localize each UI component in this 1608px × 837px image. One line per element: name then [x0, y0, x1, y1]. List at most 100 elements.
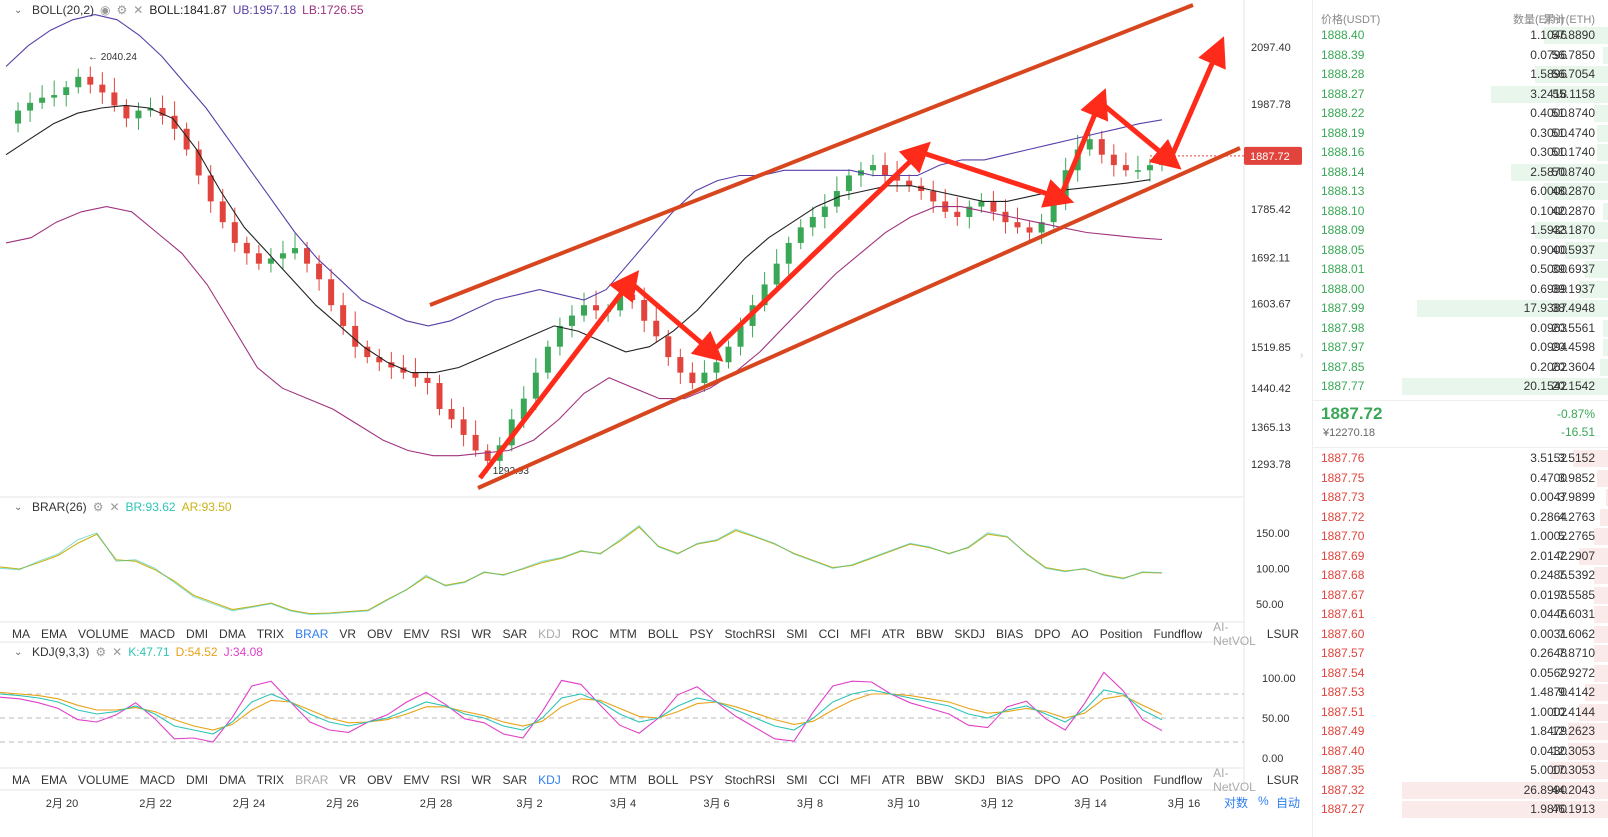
indicator-tab-wr[interactable]: WR	[471, 627, 492, 641]
indicator-tab-obv[interactable]: OBV	[367, 627, 393, 641]
bid-row[interactable]: 1887.76 3.5152 3.5152	[1313, 449, 1608, 468]
bid-row[interactable]: 1887.57 0.2648 7.8710	[1313, 644, 1608, 663]
ask-row[interactable]: 1888.28 1.5896 56.7054	[1313, 65, 1608, 84]
indicator-tab-bias[interactable]: BIAS	[996, 773, 1024, 787]
indicator-tab-mtm[interactable]: MTM	[609, 773, 637, 787]
bid-row[interactable]: 1887.68 0.2485 7.5392	[1313, 566, 1608, 585]
indicator-tab-dma[interactable]: DMA	[219, 627, 246, 641]
ask-row[interactable]: 1888.05 0.9000 40.5937	[1313, 241, 1608, 260]
collapse-panel-arrow-icon[interactable]: ›	[1300, 350, 1304, 361]
ask-row[interactable]: 1887.99 17.9387 38.4948	[1313, 299, 1608, 318]
settings-icon[interactable]: ⚙	[92, 500, 104, 514]
indicator-tab-brar[interactable]: BRAR	[295, 773, 329, 787]
bid-row[interactable]: 1887.51 1.0002 10.4144	[1313, 703, 1608, 722]
eye-icon[interactable]: ◉	[100, 3, 111, 17]
indicator-tab-ema[interactable]: EMA	[41, 627, 68, 641]
indicator-tab-trix[interactable]: TRIX	[256, 627, 285, 641]
ask-row[interactable]: 1888.14 2.5870 50.8740	[1313, 163, 1608, 182]
bid-row[interactable]: 1887.54 0.0562 7.9272	[1313, 664, 1608, 683]
indicator-tab-bbw[interactable]: BBW	[916, 773, 944, 787]
close-icon[interactable]: ✕	[109, 500, 120, 514]
indicator-tab-atr[interactable]: ATR	[881, 773, 906, 787]
bid-row[interactable]: 1887.49 1.8479 12.2623	[1313, 722, 1608, 741]
indicator-tab-obv[interactable]: OBV	[367, 773, 393, 787]
indicator-tab-vr[interactable]: VR	[339, 627, 357, 641]
ask-row[interactable]: 1888.01 0.5000 39.6937	[1313, 260, 1608, 279]
ask-row[interactable]: 1888.27 3.2418 55.1158	[1313, 85, 1608, 104]
chart-canvas[interactable]: 2097.40 1987.78 1785.42 1692.11 1603.67 1519.…	[0, 0, 1308, 837]
close-icon[interactable]: ✕	[133, 3, 144, 17]
indicator-tab-psy[interactable]: PSY	[689, 773, 714, 787]
indicator-tab-smi[interactable]: SMI	[786, 627, 808, 641]
indicator-tab-lsur[interactable]: LSUR	[1266, 773, 1299, 787]
bid-row[interactable]: 1887.60 0.0031 7.6062	[1313, 625, 1608, 644]
indicator-tab-ma[interactable]: MA	[12, 627, 30, 641]
indicator-tab-cci[interactable]: CCI	[818, 773, 840, 787]
indicator-tab-macd[interactable]: MACD	[139, 627, 176, 641]
bid-row[interactable]: 1887.75 0.4700 3.9852	[1313, 469, 1608, 488]
indicator-tab-dmi[interactable]: DMI	[186, 773, 209, 787]
indicator-tab-mtm[interactable]: MTM	[609, 627, 637, 641]
ask-row[interactable]: 1887.77 20.1542 20.1542	[1313, 377, 1608, 396]
ask-row[interactable]: 1888.40 1.1046 57.8890	[1313, 26, 1608, 45]
ask-row[interactable]: 1888.19 0.3000 51.4740	[1313, 124, 1608, 143]
settings-icon[interactable]: ⚙	[95, 645, 107, 659]
ask-row[interactable]: 1888.39 0.0796 56.7850	[1313, 46, 1608, 65]
indicator-tab-position[interactable]: Position	[1099, 773, 1143, 787]
bid-row[interactable]: 1887.32 26.8990 44.2043	[1313, 781, 1608, 800]
indicator-tab-ao[interactable]: AO	[1071, 627, 1089, 641]
collapse-chevron-icon[interactable]: ⌄	[14, 4, 23, 16]
indicator-tab-stochrsi[interactable]: StochRSI	[724, 773, 776, 787]
ask-row[interactable]: 1887.97 0.0994 20.4598	[1313, 338, 1608, 357]
settings-icon[interactable]: ⚙	[116, 3, 128, 17]
indicator-tab-emv[interactable]: EMV	[403, 627, 430, 641]
indicator-tab-mfi[interactable]: MFI	[850, 627, 871, 641]
indicator-tab-ma[interactable]: MA	[12, 773, 30, 787]
indicator-tab-sar[interactable]: SAR	[502, 627, 528, 641]
bid-row[interactable]: 1887.69 2.0142 7.2907	[1313, 547, 1608, 566]
indicator-tab-skdj[interactable]: SKDJ	[954, 773, 986, 787]
ask-row[interactable]: 1888.13 6.0000 48.2870	[1313, 182, 1608, 201]
bid-row[interactable]: 1887.40 0.0430 12.3053	[1313, 742, 1608, 761]
indicator-tab-dpo[interactable]: DPO	[1034, 627, 1061, 641]
ask-row[interactable]: 1888.16 0.3000 51.1740	[1313, 143, 1608, 162]
indicator-tab-boll[interactable]: BOLL	[647, 627, 679, 641]
indicator-tab-fundflow[interactable]: Fundflow	[1153, 773, 1203, 787]
indicator-tab-rsi[interactable]: RSI	[440, 627, 461, 641]
indicator-tab-vr[interactable]: VR	[339, 773, 357, 787]
collapse-chevron-icon[interactable]: ⌄	[14, 501, 23, 513]
ask-row[interactable]: 1888.09 1.5933 42.1870	[1313, 221, 1608, 240]
indicator-tab-trix[interactable]: TRIX	[256, 773, 285, 787]
chart-area[interactable]: 2097.40 1987.78 1785.42 1692.11 1603.67 1519.…	[0, 0, 1308, 837]
bid-row[interactable]: 1887.61 0.0446 7.6031	[1313, 605, 1608, 624]
indicator-tab-ai-netvol[interactable]: AI-NetVOL	[1213, 766, 1256, 794]
indicator-tab-wr[interactable]: WR	[471, 773, 492, 787]
indicator-tab-smi[interactable]: SMI	[786, 773, 808, 787]
ask-row[interactable]: 1888.22 0.4000 51.8740	[1313, 104, 1608, 123]
bid-row[interactable]: 1887.72 0.2864 4.2763	[1313, 508, 1608, 527]
indicator-tab-brar[interactable]: BRAR	[295, 627, 329, 641]
indicator-tab-ao[interactable]: AO	[1071, 773, 1089, 787]
ask-row[interactable]: 1888.00 0.6989 39.1937	[1313, 280, 1608, 299]
close-icon[interactable]: ✕	[112, 645, 123, 659]
indicator-tab-lsur[interactable]: LSUR	[1266, 627, 1299, 641]
indicator-tab-skdj[interactable]: SKDJ	[954, 627, 986, 641]
bid-row[interactable]: 1887.73 0.0047 3.9899	[1313, 488, 1608, 507]
indicator-tab-emv[interactable]: EMV	[403, 773, 430, 787]
ask-row[interactable]: 1888.10 0.1000 42.2870	[1313, 202, 1608, 221]
indicator-tab-volume[interactable]: VOLUME	[78, 627, 129, 641]
indicator-tab-dmi[interactable]: DMI	[186, 627, 209, 641]
bid-row[interactable]: 1887.35 5.0000 17.3053	[1313, 761, 1608, 780]
indicator-tab-cci[interactable]: CCI	[818, 627, 840, 641]
auto-scale-toggle[interactable]: 自动	[1276, 796, 1301, 810]
indicator-tab-bbw[interactable]: BBW	[916, 627, 944, 641]
bid-row[interactable]: 1887.70 1.0002 5.2765	[1313, 527, 1608, 546]
indicator-tab-boll[interactable]: BOLL	[647, 773, 679, 787]
bid-row[interactable]: 1887.53 1.4870 9.4142	[1313, 683, 1608, 702]
bid-row[interactable]: 1887.27 1.9870 46.1913	[1313, 800, 1608, 819]
indicator-tab-dpo[interactable]: DPO	[1034, 773, 1061, 787]
ask-row[interactable]: 1887.85 0.2062 20.3604	[1313, 358, 1608, 377]
indicator-tab-position[interactable]: Position	[1099, 627, 1143, 641]
ask-row[interactable]: 1887.98 0.0963 20.5561	[1313, 319, 1608, 338]
bid-row[interactable]: 1887.67 0.0193 7.5585	[1313, 586, 1608, 605]
